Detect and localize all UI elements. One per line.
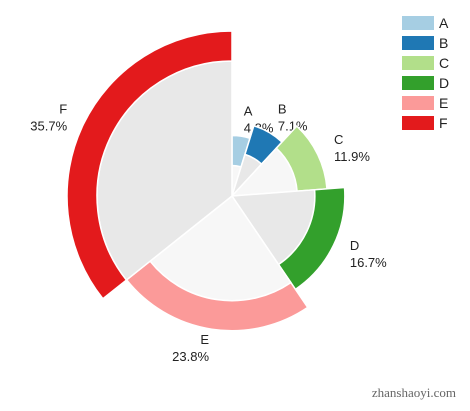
label-category-b: B [278,102,287,117]
label-category-f: F [59,102,67,117]
slice-ring-f [66,30,233,300]
label-category-e: E [200,332,209,347]
label-category-c: C [334,132,343,147]
label-category-a: A [244,103,253,118]
data-label-b: B 7.1% [278,102,308,134]
legend-label-d: D [439,75,449,91]
legend-swatch-b [402,36,434,50]
data-label-d: D 16.7% [350,238,387,270]
legend-label-c: C [439,55,449,71]
label-percent-e: 23.8% [172,349,209,364]
legend-label-e: E [439,95,448,111]
legend-label-a: A [439,15,449,31]
label-category-d: D [350,238,359,253]
legend-swatch-d [402,76,434,90]
legend-swatch-f [402,116,434,130]
label-percent-c: 11.9% [334,149,370,164]
data-label-c: C 11.9% [334,132,370,164]
legend-label-f: F [439,115,448,131]
legend-swatch-c [402,56,434,70]
data-label-e: E 23.8% [172,332,209,364]
label-percent-f: 35.7% [30,119,67,134]
data-label-f: F 35.7% [30,102,67,134]
legend-label-b: B [439,35,448,51]
label-percent-d: 16.7% [350,255,387,270]
legend-swatch-a [402,16,434,30]
legend-swatch-e [402,96,434,110]
watermark: zhanshaoyi.com [365,383,462,403]
